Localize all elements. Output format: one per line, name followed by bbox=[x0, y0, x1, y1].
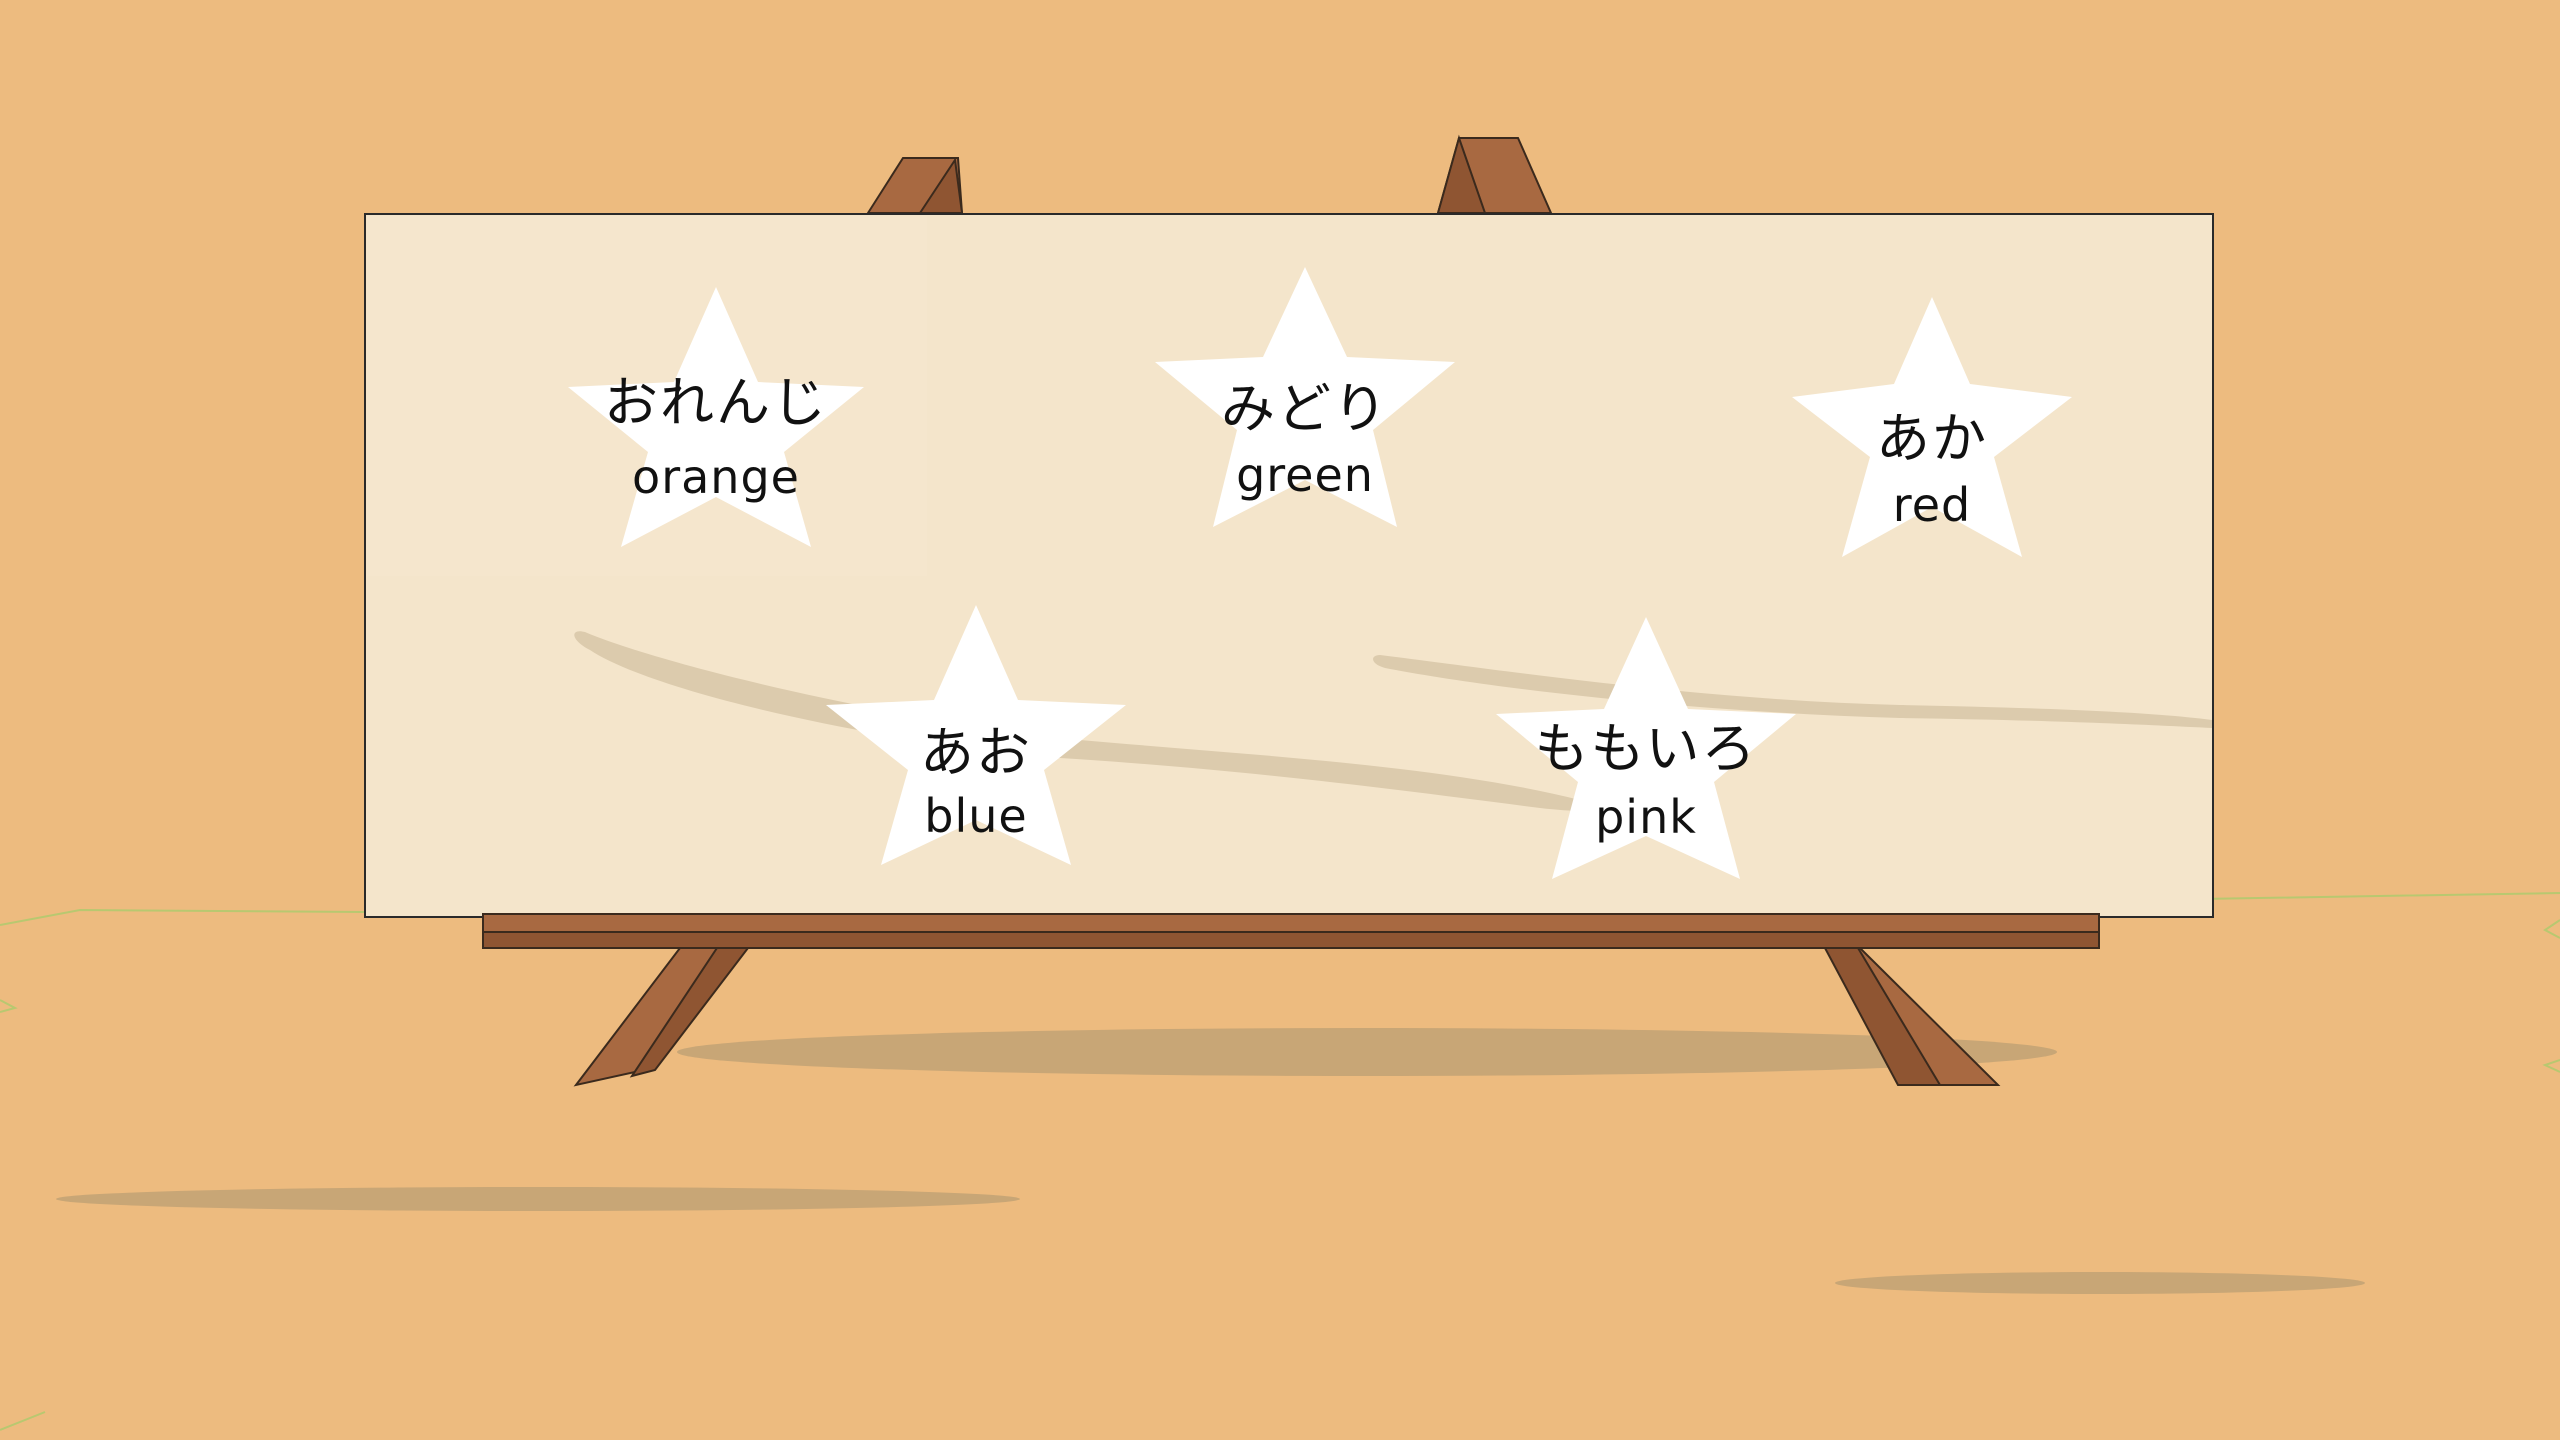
star-icon bbox=[1496, 617, 1796, 879]
board-smudge bbox=[574, 631, 1601, 811]
board-smudge bbox=[1373, 655, 2212, 728]
star-kana-label: みどり bbox=[1221, 377, 1389, 440]
star-card-blue[interactable]: あお blue bbox=[826, 600, 1126, 890]
easel-rear-post-left bbox=[866, 157, 964, 214]
easel-ledge bbox=[482, 913, 2100, 949]
star-card-green[interactable]: みどり green bbox=[1155, 262, 1455, 552]
star-romaji-label: orange bbox=[632, 450, 800, 504]
grass-tuft bbox=[0, 999, 18, 1013]
grass-tuft bbox=[0, 1411, 46, 1431]
easel-front-leg-left bbox=[573, 947, 751, 1087]
star-kana-label: あお bbox=[920, 721, 1032, 784]
star-card-pink[interactable]: ももいろ pink bbox=[1496, 614, 1796, 904]
floor-shadow bbox=[56, 1187, 1020, 1211]
grass-tuft bbox=[2543, 919, 2560, 939]
star-icon bbox=[1792, 297, 2072, 557]
star-romaji-label: red bbox=[1892, 478, 1972, 532]
star-kana-label: ももいろ bbox=[1534, 717, 1758, 780]
star-romaji-label: blue bbox=[924, 789, 1028, 843]
easel-rear-post-right bbox=[1436, 134, 1553, 214]
star-romaji-label: green bbox=[1236, 448, 1374, 502]
star-icon bbox=[568, 287, 864, 547]
star-romaji-label: pink bbox=[1595, 790, 1697, 844]
star-icon bbox=[1155, 267, 1455, 527]
star-icon bbox=[826, 605, 1126, 865]
star-kana-label: おれんじ bbox=[604, 371, 828, 434]
star-kana-label: あか bbox=[1876, 407, 1988, 470]
star-card-red[interactable]: あか red bbox=[1782, 292, 2082, 582]
star-card-orange[interactable]: おれんじ orange bbox=[566, 282, 866, 572]
floor-shadow bbox=[1835, 1272, 2365, 1294]
easel-shadow bbox=[677, 1028, 2057, 1076]
grass-tuft bbox=[2542, 1059, 2560, 1073]
